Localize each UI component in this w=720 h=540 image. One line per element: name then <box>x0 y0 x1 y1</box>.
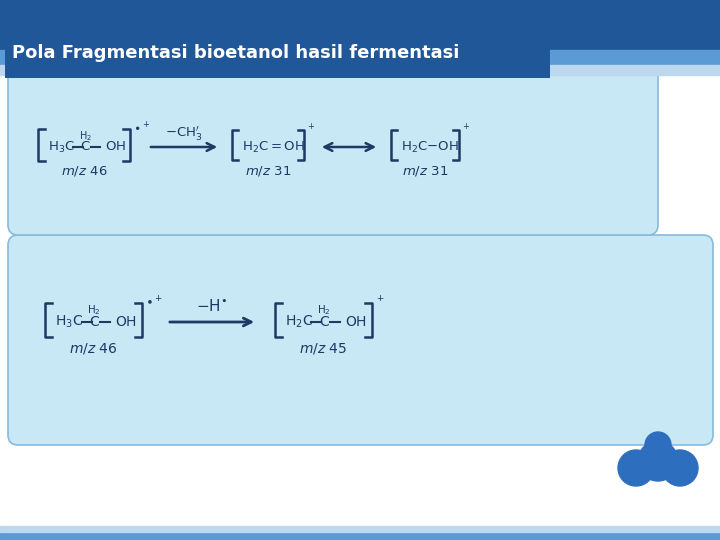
Text: $\mathsf{H_3C}$: $\mathsf{H_3C}$ <box>48 139 75 154</box>
Text: $\mathit{m/z}\ 46$: $\mathit{m/z}\ 46$ <box>60 164 107 178</box>
FancyBboxPatch shape <box>8 40 658 235</box>
Text: $\mathsf{{\bullet}^+}$: $\mathsf{{\bullet}^+}$ <box>145 294 163 307</box>
Text: $\mathsf{H_2}$: $\mathsf{H_2}$ <box>78 129 91 143</box>
FancyBboxPatch shape <box>8 235 713 445</box>
Text: $\mathit{m/z}\ 31$: $\mathit{m/z}\ 31$ <box>245 164 291 178</box>
Bar <box>0 65 720 75</box>
Bar <box>0 532 720 540</box>
Circle shape <box>618 450 654 486</box>
Text: $\mathsf{C}$: $\mathsf{C}$ <box>80 140 90 153</box>
Text: $\mathsf{{\bullet}^+}$: $\mathsf{{\bullet}^+}$ <box>133 122 150 134</box>
Text: $\mathsf{H_2}$: $\mathsf{H_2}$ <box>87 303 101 317</box>
Circle shape <box>662 450 698 486</box>
Text: $\mathsf{H_2}$: $\mathsf{H_2}$ <box>317 303 331 317</box>
FancyBboxPatch shape <box>5 28 550 78</box>
Text: $\mathit{m/z}\ 45$: $\mathit{m/z}\ 45$ <box>299 341 347 355</box>
Text: $\mathsf{^+}$: $\mathsf{^+}$ <box>306 123 316 136</box>
Text: $\mathsf{H_3C}$: $\mathsf{H_3C}$ <box>55 314 83 330</box>
Text: $\mathsf{^+}$: $\mathsf{^+}$ <box>375 294 385 307</box>
Text: $\mathit{m/z}\ 31$: $\mathit{m/z}\ 31$ <box>402 164 448 178</box>
Text: $\mathit{m/z}\ 46$: $\mathit{m/z}\ 46$ <box>68 341 117 355</box>
Text: Pola Fragmentasi bioetanol hasil fermentasi: Pola Fragmentasi bioetanol hasil ferment… <box>12 44 459 62</box>
Text: $\mathsf{OH}$: $\mathsf{OH}$ <box>115 315 137 329</box>
Circle shape <box>638 441 678 481</box>
Text: $\mathsf{OH}$: $\mathsf{OH}$ <box>345 315 367 329</box>
Text: $\mathsf{H_2C{=}OH}$: $\mathsf{H_2C{=}OH}$ <box>242 139 305 154</box>
Circle shape <box>645 432 671 458</box>
Text: $\mathsf{-H^{\bullet}}$: $\mathsf{-H^{\bullet}}$ <box>197 298 228 314</box>
Bar <box>0 526 720 532</box>
Text: $\mathsf{H_2C{-}OH}$: $\mathsf{H_2C{-}OH}$ <box>401 139 459 154</box>
Bar <box>0 50 720 65</box>
Text: $\mathsf{OH}$: $\mathsf{OH}$ <box>105 140 126 153</box>
Bar <box>0 0 720 50</box>
Text: $\mathsf{H_2C}$: $\mathsf{H_2C}$ <box>285 314 313 330</box>
Text: $\mathsf{^+}$: $\mathsf{^+}$ <box>461 123 471 136</box>
Text: $\mathsf{-CH_3^{\prime}}$: $\mathsf{-CH_3^{\prime}}$ <box>165 124 203 142</box>
Text: $\mathsf{C}$: $\mathsf{C}$ <box>89 315 99 329</box>
Text: $\mathsf{C}$: $\mathsf{C}$ <box>318 315 330 329</box>
